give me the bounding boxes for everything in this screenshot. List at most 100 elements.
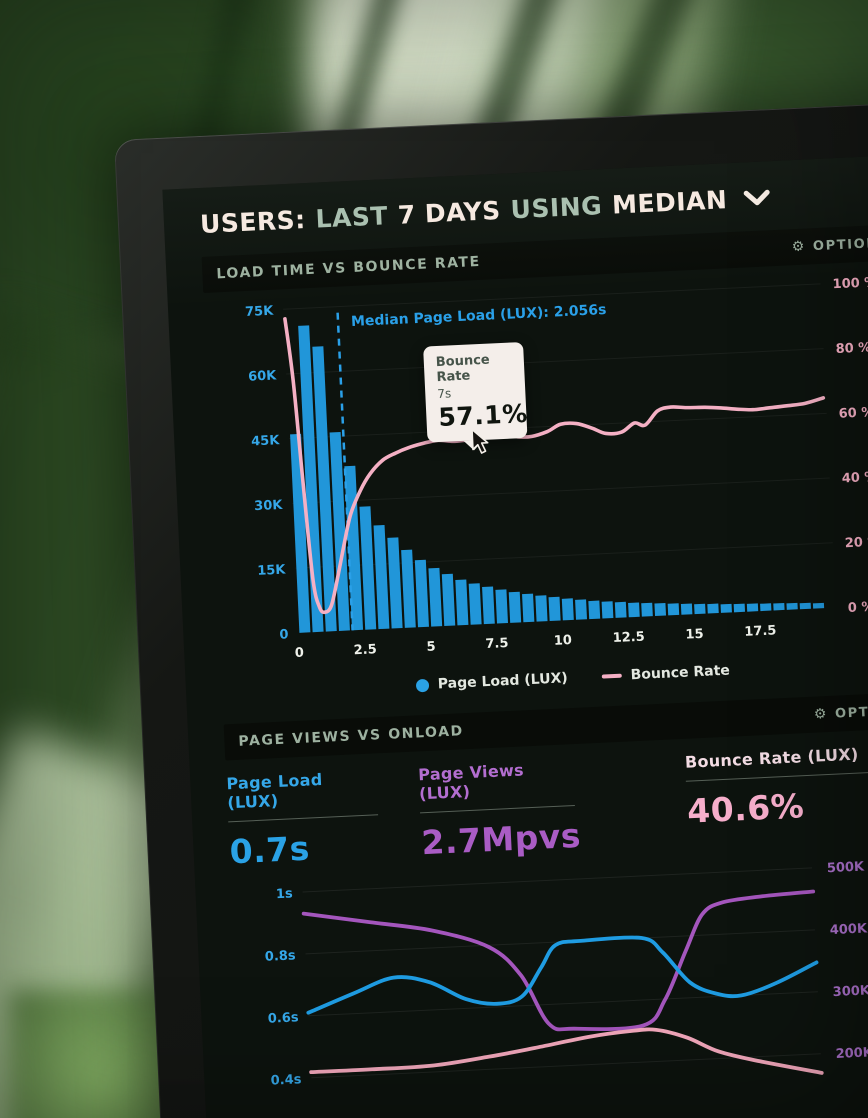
header-segment-7days: 7 DAYS xyxy=(397,195,502,230)
histogram-bar[interactable] xyxy=(786,602,798,610)
left-axis-tick: 75K xyxy=(245,304,275,320)
stat-value: 2.7Mpvs xyxy=(420,815,582,863)
panel-title: PAGE VIEWS VS ONLOAD xyxy=(238,723,465,750)
histogram-bar[interactable] xyxy=(614,601,627,618)
histogram-bar[interactable] xyxy=(401,549,416,628)
histogram-bar[interactable] xyxy=(694,603,706,615)
page-load-lux--line[interactable] xyxy=(305,929,819,1017)
left-axis-tick: 45K xyxy=(251,433,281,449)
right-axis-tick: 60 % xyxy=(838,405,868,422)
x-axis-tick: 7.5 xyxy=(485,636,509,652)
load-bounce-chart[interactable]: 75K 60K 45K 30K 15K 0 100 % 80 % 60 % 40 % 20 % 0 %… xyxy=(225,267,868,672)
histogram-bar[interactable] xyxy=(746,603,759,612)
mouse-cursor-icon xyxy=(469,428,492,461)
histogram-bar[interactable] xyxy=(535,595,548,622)
histogram-bar[interactable] xyxy=(601,601,614,619)
x-axis-tick: 12.5 xyxy=(612,630,645,646)
legend-item-bounce-rate[interactable]: Bounce Rate xyxy=(601,663,730,685)
users-range-dropdown[interactable]: USERS: LAST 7 DAYS USING MEDIAN xyxy=(199,177,868,239)
histogram-bar[interactable] xyxy=(482,586,495,625)
histogram-bar[interactable] xyxy=(548,596,561,622)
histogram-bar[interactable] xyxy=(455,579,469,626)
histogram-bar[interactable] xyxy=(588,600,601,620)
histogram-bar[interactable] xyxy=(290,433,311,633)
views-axis-tick: 300K xyxy=(832,983,868,1000)
gridline xyxy=(292,477,830,504)
histogram-bar[interactable] xyxy=(495,589,508,624)
median-marker-label: Median Page Load (LUX): 2.056s xyxy=(351,302,607,330)
stat-underline xyxy=(685,771,868,782)
panel-page-views-vs-onload: PAGE VIEWS VS ONLOAD ⚙ OPTIONS Page Load… xyxy=(223,691,868,1118)
header-segment-users: USERS: xyxy=(199,205,307,240)
histogram-bar[interactable] xyxy=(733,603,746,613)
left-axis-tick: 15K xyxy=(257,563,287,579)
right-axis-tick: 20 % xyxy=(844,535,868,552)
histogram-bar[interactable] xyxy=(298,325,324,633)
x-axis-tick: 17.5 xyxy=(744,623,777,639)
right-axis-tick: 40 % xyxy=(841,470,868,487)
histogram-bar[interactable] xyxy=(575,599,588,620)
right-axis-tick: 100 % xyxy=(832,275,868,292)
histogram-bar[interactable] xyxy=(312,346,337,632)
histogram-bar[interactable] xyxy=(641,602,653,617)
panel-title: LOAD TIME VS BOUNCE RATE xyxy=(216,253,482,283)
histogram-bar[interactable] xyxy=(508,591,522,623)
histogram-bar[interactable] xyxy=(680,603,693,615)
onload-chart-area: 1s500K100%0.8s400K80%0.6s300K60%0.4s200K… xyxy=(252,843,868,1118)
histogram-bar[interactable] xyxy=(561,598,574,621)
right-axis-tick: 80 % xyxy=(835,340,868,357)
right-axis-tick: 0 % xyxy=(848,600,868,616)
gridline xyxy=(286,348,824,375)
histogram-bar[interactable] xyxy=(441,573,456,626)
histogram-bar[interactable] xyxy=(414,559,429,628)
stat-label: Bounce Rate (LUX) xyxy=(684,744,859,772)
bounce-rate-lux--line[interactable] xyxy=(309,1021,824,1097)
tooltip-value: 57.1% xyxy=(437,398,529,433)
histogram-bar[interactable] xyxy=(387,537,403,629)
analytics-dashboard: USERS: LAST 7 DAYS USING MEDIAN LOAD TIM… xyxy=(162,153,868,1118)
stat-page-load: Page Load (LUX) 0.7s xyxy=(226,767,380,871)
histogram-bar[interactable] xyxy=(707,603,719,614)
x-axis-tick: 5 xyxy=(426,639,436,654)
histogram-bar[interactable] xyxy=(359,506,377,630)
histogram-bar[interactable] xyxy=(628,602,640,618)
stat-underline xyxy=(228,814,379,823)
left-axis-tick: 0.6s xyxy=(267,1010,299,1026)
histogram-bar[interactable] xyxy=(812,602,825,609)
histogram-bar[interactable] xyxy=(373,524,390,630)
header-segment-using: USING xyxy=(509,191,603,225)
left-axis-tick: 1s xyxy=(276,886,294,902)
stat-underline xyxy=(420,805,575,814)
x-axis-tick: 2.5 xyxy=(353,642,377,658)
onload-chart[interactable]: 1s500K100%0.8s400K80%0.6s300K60%0.4s200K… xyxy=(252,843,868,1118)
x-axis-tick: 0 xyxy=(295,646,305,661)
gridline xyxy=(302,867,813,893)
histogram-bar[interactable] xyxy=(468,583,482,625)
page-load-dot-icon xyxy=(415,678,430,692)
histogram-bar[interactable] xyxy=(720,603,732,613)
stat-page-views: Page Views (LUX) 2.7Mpvs xyxy=(417,758,582,863)
histogram-bar[interactable] xyxy=(667,603,680,616)
histogram-bar[interactable] xyxy=(654,603,667,617)
left-axis-tick: 0.8s xyxy=(265,948,297,964)
stat-bounce-rate: Bounce Rate (LUX) 40.6% xyxy=(685,744,868,850)
histogram-bar[interactable] xyxy=(799,602,811,610)
page-views-lux--line[interactable] xyxy=(301,889,820,1044)
tooltip-subtitle: 7s xyxy=(436,386,452,402)
load-bounce-chart-area: 75K 60K 45K 30K 15K 0 100 % 80 % 60 % 40 % 20 % 0 %… xyxy=(225,267,868,676)
histogram-bar[interactable] xyxy=(428,567,443,627)
histogram-bar[interactable] xyxy=(344,465,364,631)
chevron-down-icon[interactable] xyxy=(743,183,771,213)
stat-label: Page Views (LUX) xyxy=(417,760,525,804)
histogram-bar[interactable] xyxy=(522,593,535,623)
histogram-bar[interactable] xyxy=(760,603,772,612)
header-segment-last: LAST xyxy=(314,201,389,234)
stat-value: 40.6% xyxy=(686,786,806,831)
histogram-bar[interactable] xyxy=(329,431,350,631)
gridline xyxy=(283,283,821,310)
histogram-bar[interactable] xyxy=(773,603,785,611)
legend-item-page-load[interactable]: Page Load (LUX) xyxy=(415,670,568,693)
options-button[interactable]: ⚙ OPTIONS xyxy=(791,235,868,255)
options-button[interactable]: ⚙ OPTIONS xyxy=(814,702,868,723)
